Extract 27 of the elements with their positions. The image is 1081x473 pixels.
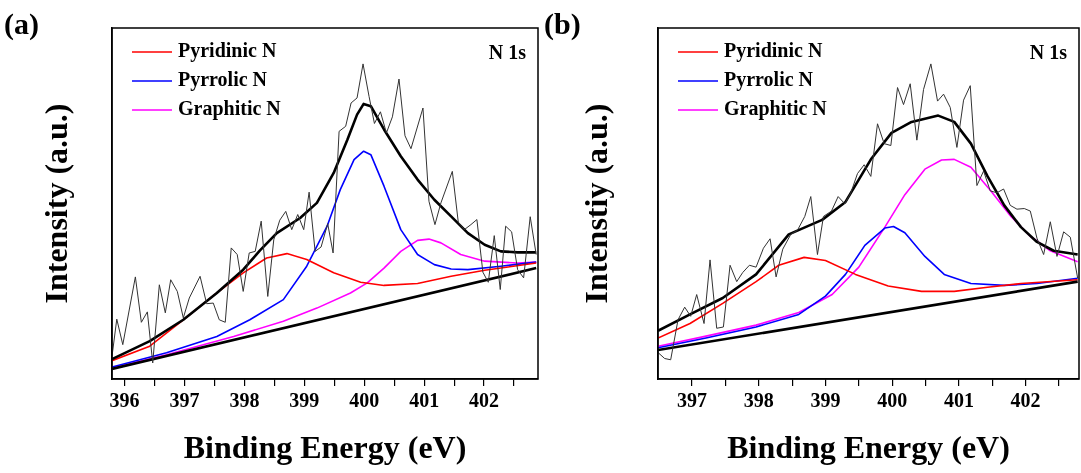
x-axis-title: Binding Energy (eV) bbox=[183, 429, 467, 466]
x-tick-label: 400 bbox=[349, 389, 380, 412]
legend-label: Graphitic N bbox=[178, 97, 282, 121]
chart-title: (b) bbox=[544, 6, 581, 41]
x-tick-label: 399 bbox=[810, 389, 841, 412]
legend-label: Pyridinic N bbox=[724, 39, 823, 63]
x-tick-label: 402 bbox=[469, 389, 500, 412]
x-tick-label: 397 bbox=[677, 389, 708, 412]
x-tick-label: 401 bbox=[943, 389, 974, 412]
legend-label: Graphitic N bbox=[724, 97, 828, 121]
legend-label: Pyridinic N bbox=[178, 39, 277, 63]
x-axis-title: Binding Energy (eV) bbox=[727, 429, 1010, 466]
text: N 1s bbox=[488, 41, 527, 64]
x-tick-label: 400 bbox=[877, 389, 908, 412]
x-tick-label: 399 bbox=[289, 389, 320, 412]
legend-label: Pyrrolic N bbox=[178, 68, 268, 92]
y-axis-title: Intensity (a.u.) bbox=[38, 103, 75, 304]
chart-title: (a) bbox=[4, 6, 39, 41]
x-tick-label: 397 bbox=[169, 389, 200, 412]
y-axis-title: Intenstiy (a.u.) bbox=[578, 103, 615, 304]
x-tick-label: 398 bbox=[743, 389, 774, 412]
x-tick-label: 398 bbox=[229, 389, 260, 412]
x-tick-label: 401 bbox=[409, 389, 440, 412]
text: N 1s bbox=[1029, 41, 1068, 64]
x-tick-label: 396 bbox=[109, 389, 140, 412]
x-tick-label: 402 bbox=[1010, 389, 1041, 412]
legend-label: Pyrrolic N bbox=[724, 68, 814, 92]
